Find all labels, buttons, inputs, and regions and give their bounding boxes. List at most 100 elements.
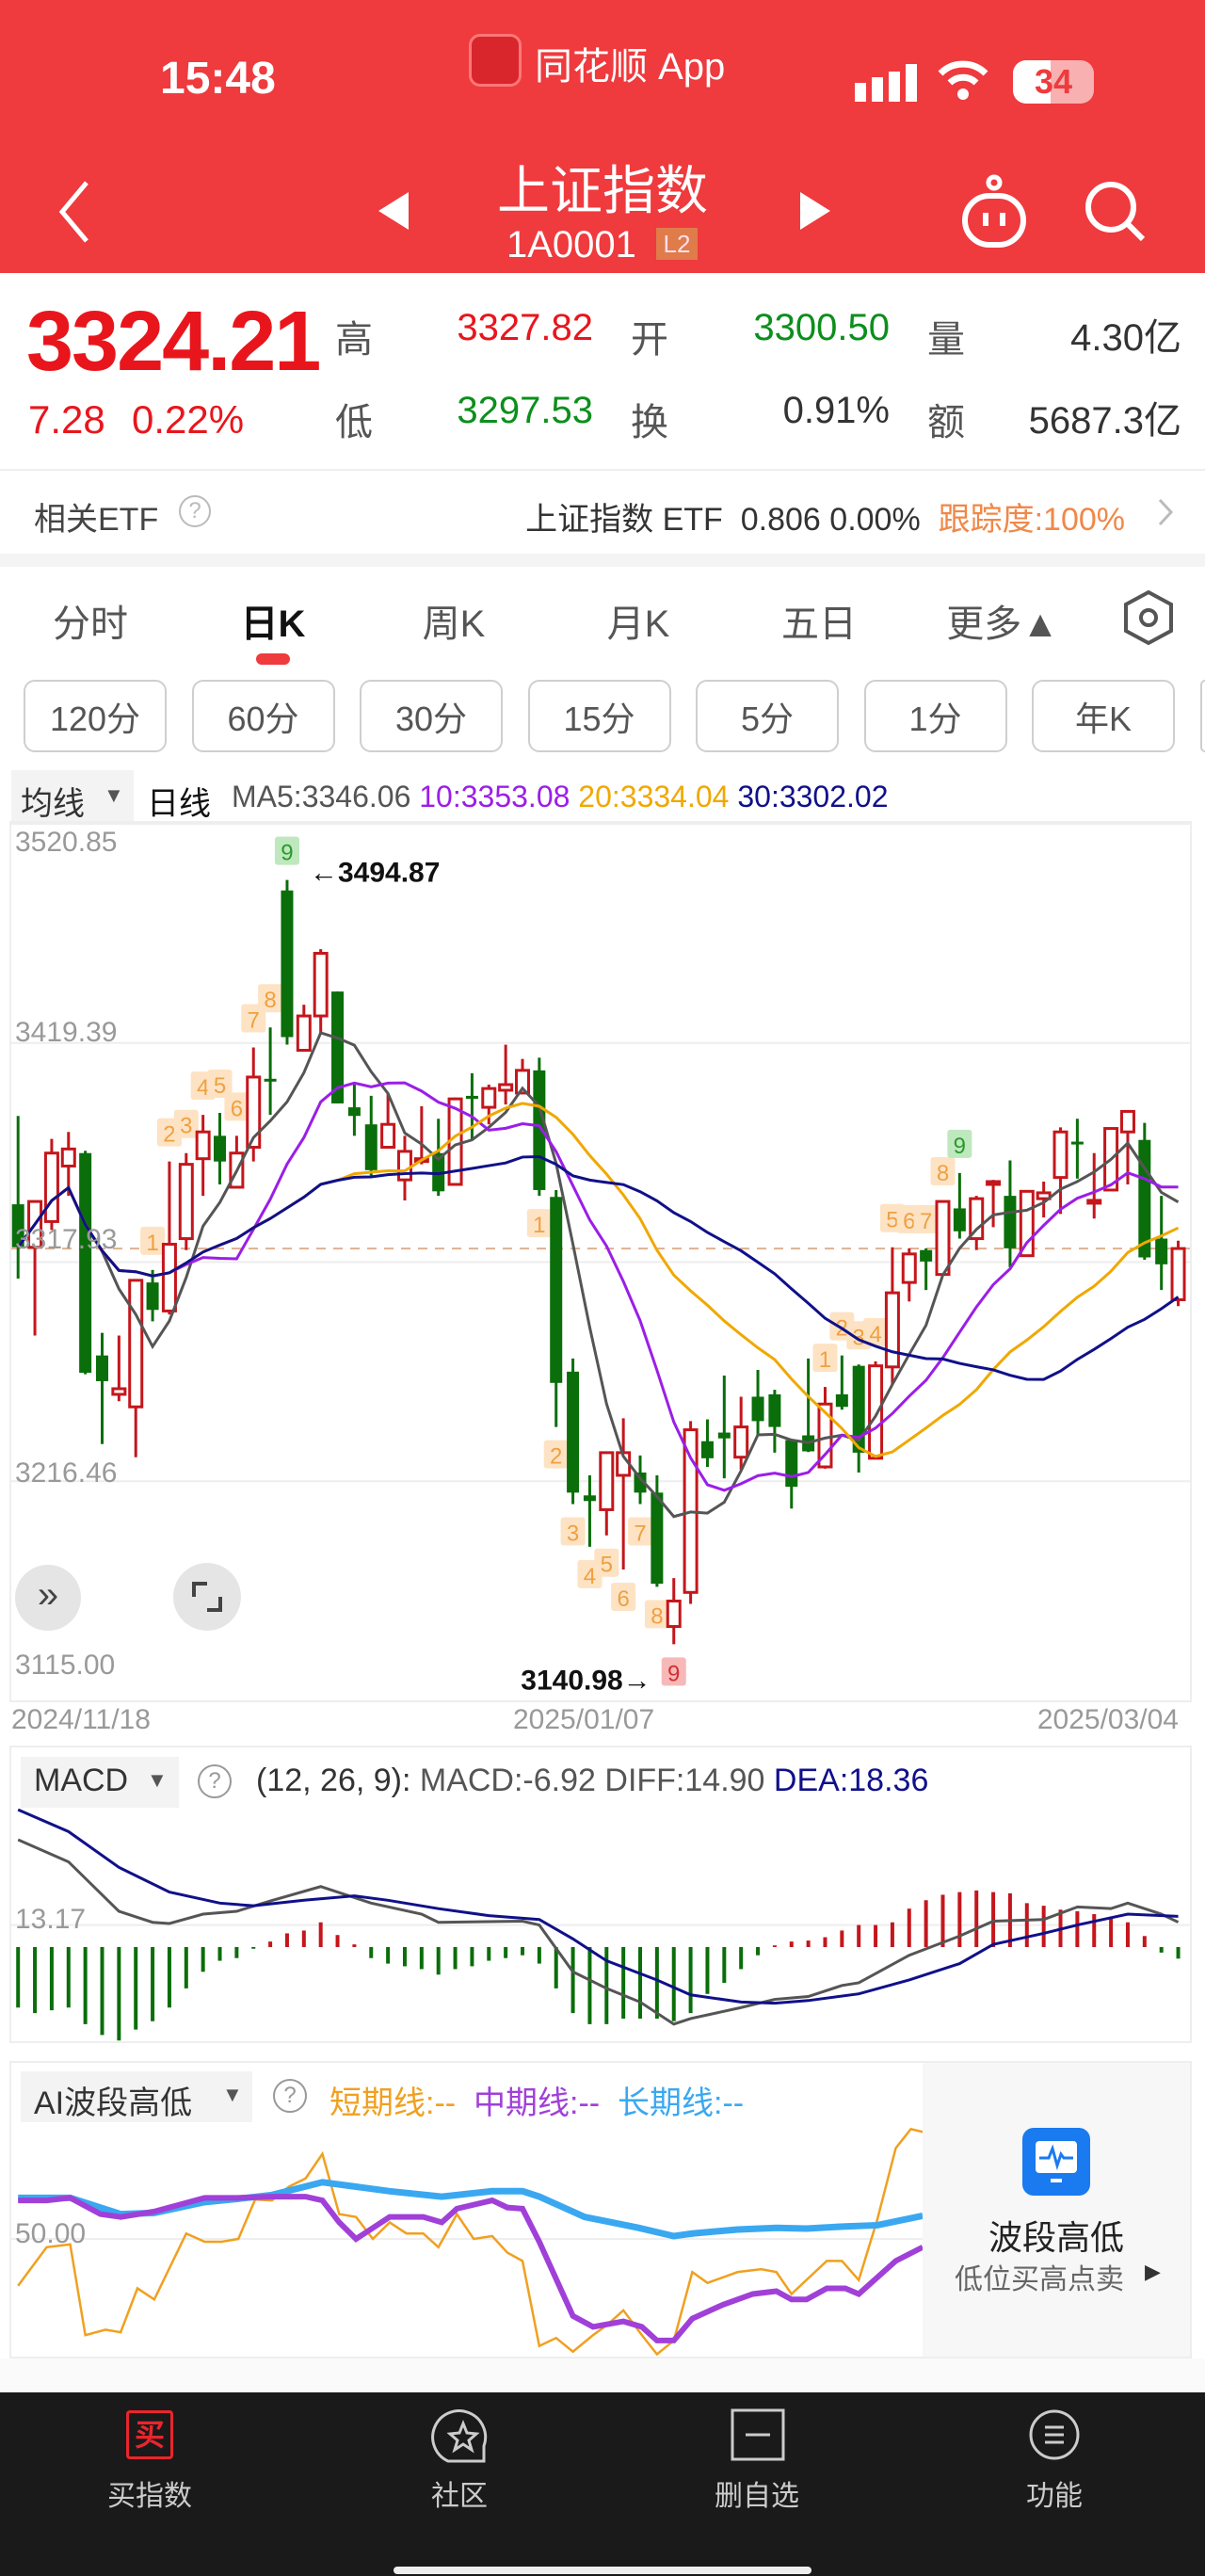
td-mark-bg [863, 1317, 889, 1346]
etf-price: 0.806 [740, 502, 821, 538]
candle-body [264, 1078, 277, 1082]
ma5-value: MA5:3346.06 [232, 780, 411, 813]
buy-icon[interactable]: 买 [126, 2410, 173, 2459]
kline-chart[interactable] [9, 821, 1192, 1702]
prev-stock-icon[interactable] [377, 190, 410, 232]
candle-body [128, 1279, 144, 1409]
ai-selector[interactable] [21, 2071, 252, 2122]
td-mark-label: 4 [584, 1564, 596, 1589]
ai-promo-card[interactable] [923, 2063, 1190, 2357]
td-mark-label: 5 [214, 1073, 226, 1099]
caret-right-icon: ▶ [1145, 2260, 1161, 2283]
td-mark-label: 7 [248, 1008, 260, 1034]
period-button[interactable]: 年K [1032, 680, 1175, 752]
td-mark-bg [644, 1600, 669, 1629]
candle-body [161, 1243, 177, 1312]
candle-body [481, 1087, 497, 1109]
status-time: 15:48 [160, 54, 276, 104]
expand-left-icon[interactable]: » [15, 1565, 81, 1631]
stock-code: 1A0001 [506, 224, 636, 266]
chevron-right-icon[interactable] [1156, 497, 1175, 527]
next-stock-icon[interactable] [798, 190, 832, 232]
tab-5[interactable]: 更多▲ [946, 604, 1059, 645]
ai-ytick: 50.00 [15, 2218, 87, 2249]
turnover-value: 0.91% [782, 390, 890, 431]
indicator-selector[interactable] [11, 770, 134, 823]
tab-2[interactable]: 周K [422, 604, 486, 645]
divider [0, 2359, 1205, 2392]
mid-line-value: 中期线:-- [474, 2085, 601, 2121]
td-mark-bg [207, 1070, 233, 1099]
td-mark-label: 3 [567, 1521, 579, 1546]
nav-buy-index[interactable]: 买指数 [107, 2481, 192, 2512]
td-mark-bg [560, 1517, 586, 1546]
macd-value: MACD:-6.92 [419, 1763, 596, 1798]
candle-body [920, 1249, 933, 1262]
td-mark-bg [913, 1204, 939, 1233]
macd-selector[interactable] [21, 1757, 179, 1808]
indicator-selector-label: 均线 [21, 786, 85, 822]
period-button[interactable]: 1分 [863, 680, 1007, 752]
candle-body [935, 1199, 951, 1277]
high-value: 3327.82 [457, 307, 593, 348]
dropdown-icon: ▼ [104, 783, 124, 807]
etf-pct: 0.00% [829, 502, 921, 538]
signal-icon [855, 64, 917, 102]
candle-body [567, 1371, 580, 1493]
level2-badge: L2 [656, 228, 698, 260]
td-mark-label: 3 [180, 1114, 192, 1139]
macd-panel[interactable] [9, 1746, 1192, 2043]
period-button[interactable]: 60分 [191, 680, 335, 752]
nav-remove-watchlist[interactable]: 删自选 [715, 2481, 799, 2512]
macd-ytick: 13.17 [15, 1904, 87, 1935]
candle-body [296, 1014, 312, 1053]
nav-functions[interactable]: 功能 [1026, 2481, 1083, 2512]
period-button[interactable]: 15分 [527, 680, 671, 752]
candle-body [1052, 1130, 1068, 1180]
ma-legend: MA5:3346.06 10:3353.08 20:3334.04 30:330… [232, 780, 889, 814]
tab-3[interactable]: 月K [606, 604, 670, 645]
amount-value: 5687.3亿 [1028, 400, 1181, 442]
candle-body [1155, 1238, 1168, 1264]
help-icon[interactable]: ? [273, 2079, 307, 2113]
settings-icon[interactable] [1122, 589, 1175, 646]
back-icon[interactable] [56, 179, 94, 245]
ma10-line [16, 1081, 1179, 1492]
community-icon[interactable] [429, 2408, 490, 2465]
tab-1[interactable]: 日K [240, 604, 306, 645]
date-end: 2025/03/04 [1036, 1704, 1179, 1735]
ai-wave-panel[interactable] [9, 2061, 1192, 2359]
kline-type: 日线 [147, 786, 211, 822]
max-price-label: ←3494.87 [310, 858, 440, 889]
search-icon[interactable] [1083, 179, 1149, 245]
candle-body [953, 1208, 966, 1232]
ma5-line [16, 1031, 1180, 1519]
bottom-nav [0, 2392, 1205, 2576]
tab-0[interactable]: 分时 [53, 604, 128, 645]
candle-body [785, 1440, 798, 1488]
ma10-value: 10:3353.08 [419, 780, 570, 813]
candle-body [396, 1150, 412, 1182]
period-button[interactable]: 120分 [24, 680, 167, 752]
candle-body [281, 890, 294, 1038]
td-mark-label: 6 [617, 1586, 629, 1612]
help-icon[interactable]: ? [198, 1764, 232, 1798]
menu-icon[interactable] [1028, 2408, 1081, 2461]
fullscreen-icon[interactable] [173, 1563, 241, 1631]
mid-line [18, 2194, 923, 2343]
td-mark-bg [661, 1657, 686, 1686]
period-button-more[interactable] [1200, 680, 1205, 752]
nav-community[interactable]: 社区 [431, 2481, 488, 2512]
long-line-value: 长期线:-- [618, 2085, 745, 2121]
long-line [18, 2179, 923, 2240]
help-icon[interactable]: ? [179, 495, 211, 527]
period-button[interactable]: 30分 [360, 680, 503, 752]
candle-body [852, 1365, 865, 1453]
tab-4[interactable]: 五日 [781, 604, 857, 645]
app-logo-icon [469, 34, 522, 87]
td-mark-bg [173, 1109, 199, 1138]
period-button[interactable]: 5分 [696, 680, 839, 752]
remove-watchlist-icon[interactable] [731, 2408, 785, 2461]
robot-assistant-icon[interactable] [960, 173, 1028, 249]
candle-body [515, 1069, 530, 1095]
